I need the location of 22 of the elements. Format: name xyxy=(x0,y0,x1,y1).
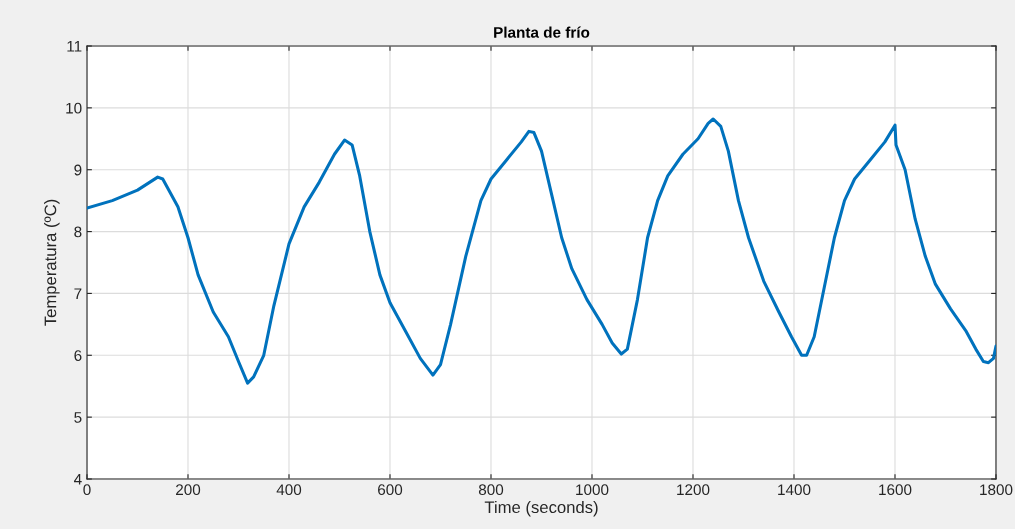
y-tick-label: 5 xyxy=(74,412,82,423)
y-tick-label: 9 xyxy=(74,164,82,176)
x-tick-label: 600 xyxy=(378,484,403,496)
y-tick-label: 6 xyxy=(74,350,82,361)
x-tick-label: 1600 xyxy=(879,484,912,496)
x-tick-label: 0 xyxy=(83,484,91,496)
x-tick-label: 1000 xyxy=(576,484,609,496)
y-tick-label: 10 xyxy=(66,102,82,114)
x-tick-label: 400 xyxy=(276,484,302,496)
x-tick-label: 1200 xyxy=(677,484,710,496)
y-tick-label: 8 xyxy=(74,226,82,238)
y-tick-label: 7 xyxy=(74,288,82,299)
y-axis-title: Temperatura (ºC) xyxy=(44,199,60,326)
x-tick-label: 1800 xyxy=(980,484,1013,496)
chart-title: Planta de frío xyxy=(494,26,590,38)
x-tick-label: 1400 xyxy=(778,484,811,496)
y-tick-label: 4 xyxy=(73,474,82,485)
x-tick-label: 200 xyxy=(176,484,201,496)
line-series xyxy=(87,117,996,385)
y-tick-label: 11 xyxy=(67,41,82,52)
x-tick-label: 800 xyxy=(478,484,504,496)
x-axis-title: Time (seconds) xyxy=(484,500,598,517)
